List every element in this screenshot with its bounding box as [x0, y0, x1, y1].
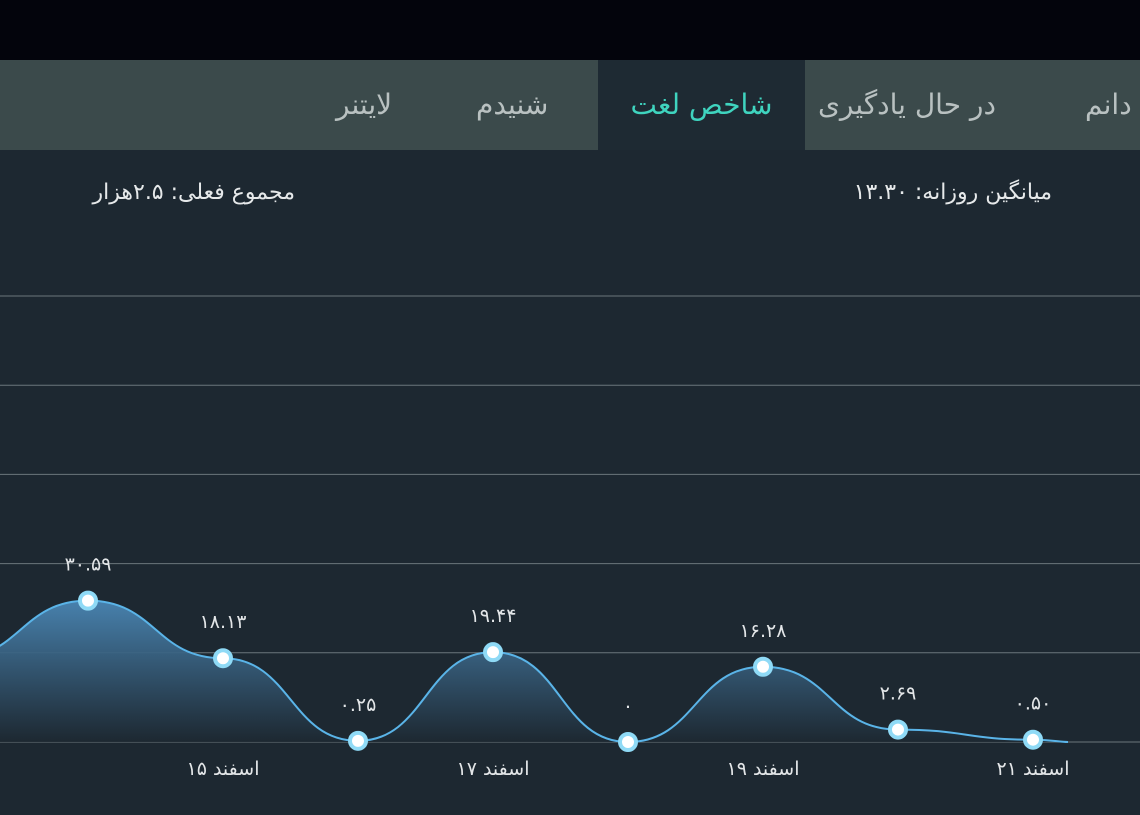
value-label: ۱۸.۱۳	[200, 611, 247, 633]
value-label: ۳۰.۵۹	[65, 554, 112, 576]
point	[618, 732, 638, 752]
value-label: ۰.۲۵	[340, 694, 377, 716]
point	[753, 656, 773, 677]
current-total: مجموع فعلی: ۲.۵هزار	[92, 180, 295, 205]
x-tick-label: ۱۷ اسفند	[457, 758, 530, 780]
tab-selected[interactable]: شاخص لغت	[598, 60, 805, 150]
point	[1023, 729, 1043, 750]
tab-bar: دانم در حال یادگیری شاخص لغت شنیدم لایتن…	[0, 60, 1140, 150]
daily-average: میانگین روزانه: ۱۳.۳۰	[853, 180, 1052, 205]
point	[348, 730, 368, 751]
point	[213, 648, 233, 669]
value-label: ۰	[623, 695, 633, 717]
tab[interactable]: شنیدم	[476, 88, 549, 121]
tab[interactable]: لایتنر	[336, 88, 393, 121]
value-label: ۱۶.۲۸	[740, 620, 787, 642]
point	[888, 719, 908, 740]
value-label: ۲.۶۹	[880, 683, 917, 705]
tab[interactable]: در حال یادگیری	[818, 88, 996, 121]
area	[0, 600, 1068, 742]
point	[483, 642, 503, 663]
value-label: ۱۹.۴۴	[470, 605, 517, 627]
x-tick-label: ۱۹ اسفند	[727, 758, 800, 780]
x-tick-label: ۱۵ اسفند	[187, 758, 260, 780]
x-tick-label: ۲۱ اسفند	[997, 758, 1070, 780]
status-bar	[0, 0, 1140, 60]
tab[interactable]: دانم	[1085, 88, 1132, 121]
point	[78, 590, 98, 611]
value-label: ۰.۵۰	[1015, 693, 1052, 715]
